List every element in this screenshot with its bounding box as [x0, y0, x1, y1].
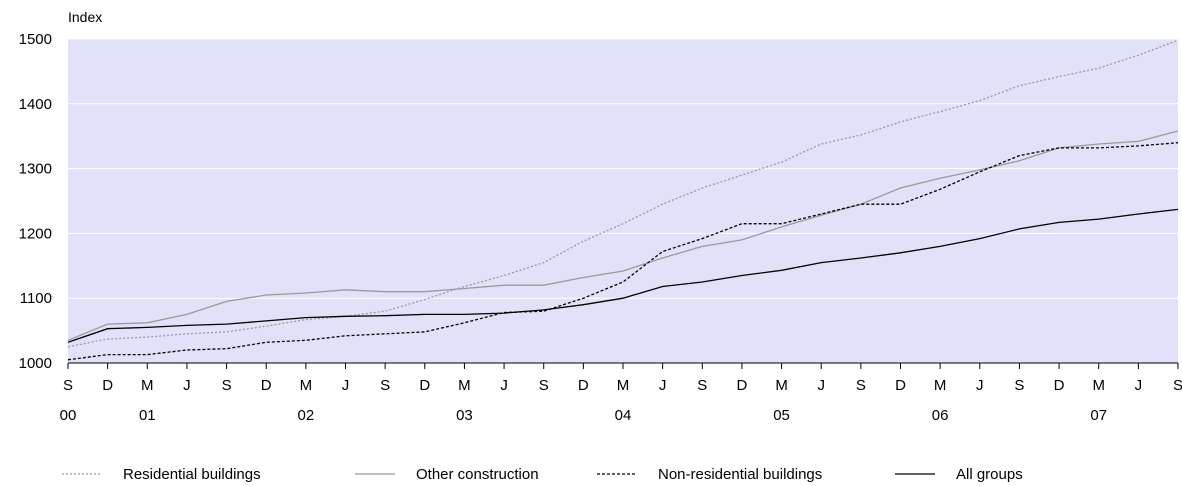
x-tick-label: S: [1173, 377, 1182, 394]
x-tick-label: M: [934, 377, 947, 394]
x-year-label: 07: [1090, 407, 1107, 424]
x-tick-label: D: [419, 377, 430, 394]
x-year-label: 05: [773, 407, 790, 424]
x-tick-label: D: [578, 377, 589, 394]
x-tick-label: M: [458, 377, 471, 394]
series-line: [67, 130, 1179, 341]
x-tick-label: S: [380, 377, 390, 394]
legend-label: All groups: [956, 466, 1023, 483]
legend-label: Non-residential buildings: [658, 466, 822, 483]
series-line: [67, 142, 1179, 361]
x-tick-label: M: [1092, 377, 1105, 394]
x-year-label: 04: [615, 407, 632, 424]
x-year-label: 03: [456, 407, 473, 424]
x-year-label: 01: [139, 407, 156, 424]
x-tick-label: S: [697, 377, 707, 394]
x-tick-label: M: [617, 377, 630, 394]
gridlines: [68, 38, 1178, 299]
x-tick-label: S: [856, 377, 866, 394]
plot-area-background: [68, 39, 1178, 363]
x-tick-label: M: [141, 377, 154, 394]
x-year-label: 02: [298, 407, 315, 424]
y-tick-labels: 1000 1100 1200 1300 1400 1500: [19, 31, 52, 372]
x-tick-label: D: [895, 377, 906, 394]
x-year-label: 00: [60, 407, 77, 424]
x-tick-label: J: [342, 377, 350, 394]
x-tick-label: J: [500, 377, 508, 394]
y-tick-label: 1300: [19, 161, 52, 178]
legend-label: Residential buildings: [123, 466, 261, 483]
x-tick-label: D: [261, 377, 272, 394]
x-year-label: 06: [932, 407, 949, 424]
series-line: [67, 39, 1179, 348]
x-tick-label: J: [817, 377, 825, 394]
x-tick-label: D: [1054, 377, 1065, 394]
x-tick-labels: S D M J S D M J S D M J S D M J S D M J S D M J S D M J S 00 01 02 03 04 0…: [60, 377, 1182, 424]
axes: [67, 362, 1179, 369]
y-tick-label: 1400: [19, 96, 52, 113]
series-lines: [67, 39, 1179, 361]
x-tick-label: M: [775, 377, 788, 394]
y-tick-label: 1500: [19, 31, 52, 48]
x-tick-label: D: [102, 377, 113, 394]
x-tick-label: J: [659, 377, 667, 394]
x-tick-label: J: [1135, 377, 1143, 394]
legend-label: Other construction: [416, 466, 539, 483]
legend: Residential buildings Other construction N…: [62, 466, 1023, 483]
y-tick-label: 1200: [19, 225, 52, 242]
y-tick-label: 1100: [20, 290, 52, 307]
x-tick-label: D: [737, 377, 748, 394]
series-line: [67, 208, 1179, 343]
y-tick-label: 1000: [19, 355, 52, 372]
x-tick-label: J: [183, 377, 191, 394]
x-tick-label: M: [300, 377, 313, 394]
x-tick-label: S: [1014, 377, 1024, 394]
x-tick-label: S: [63, 377, 73, 394]
x-tick-label: S: [539, 377, 549, 394]
x-tick-label: J: [976, 377, 984, 394]
x-tick-label: S: [222, 377, 232, 394]
y-axis-label: Index: [68, 9, 102, 25]
